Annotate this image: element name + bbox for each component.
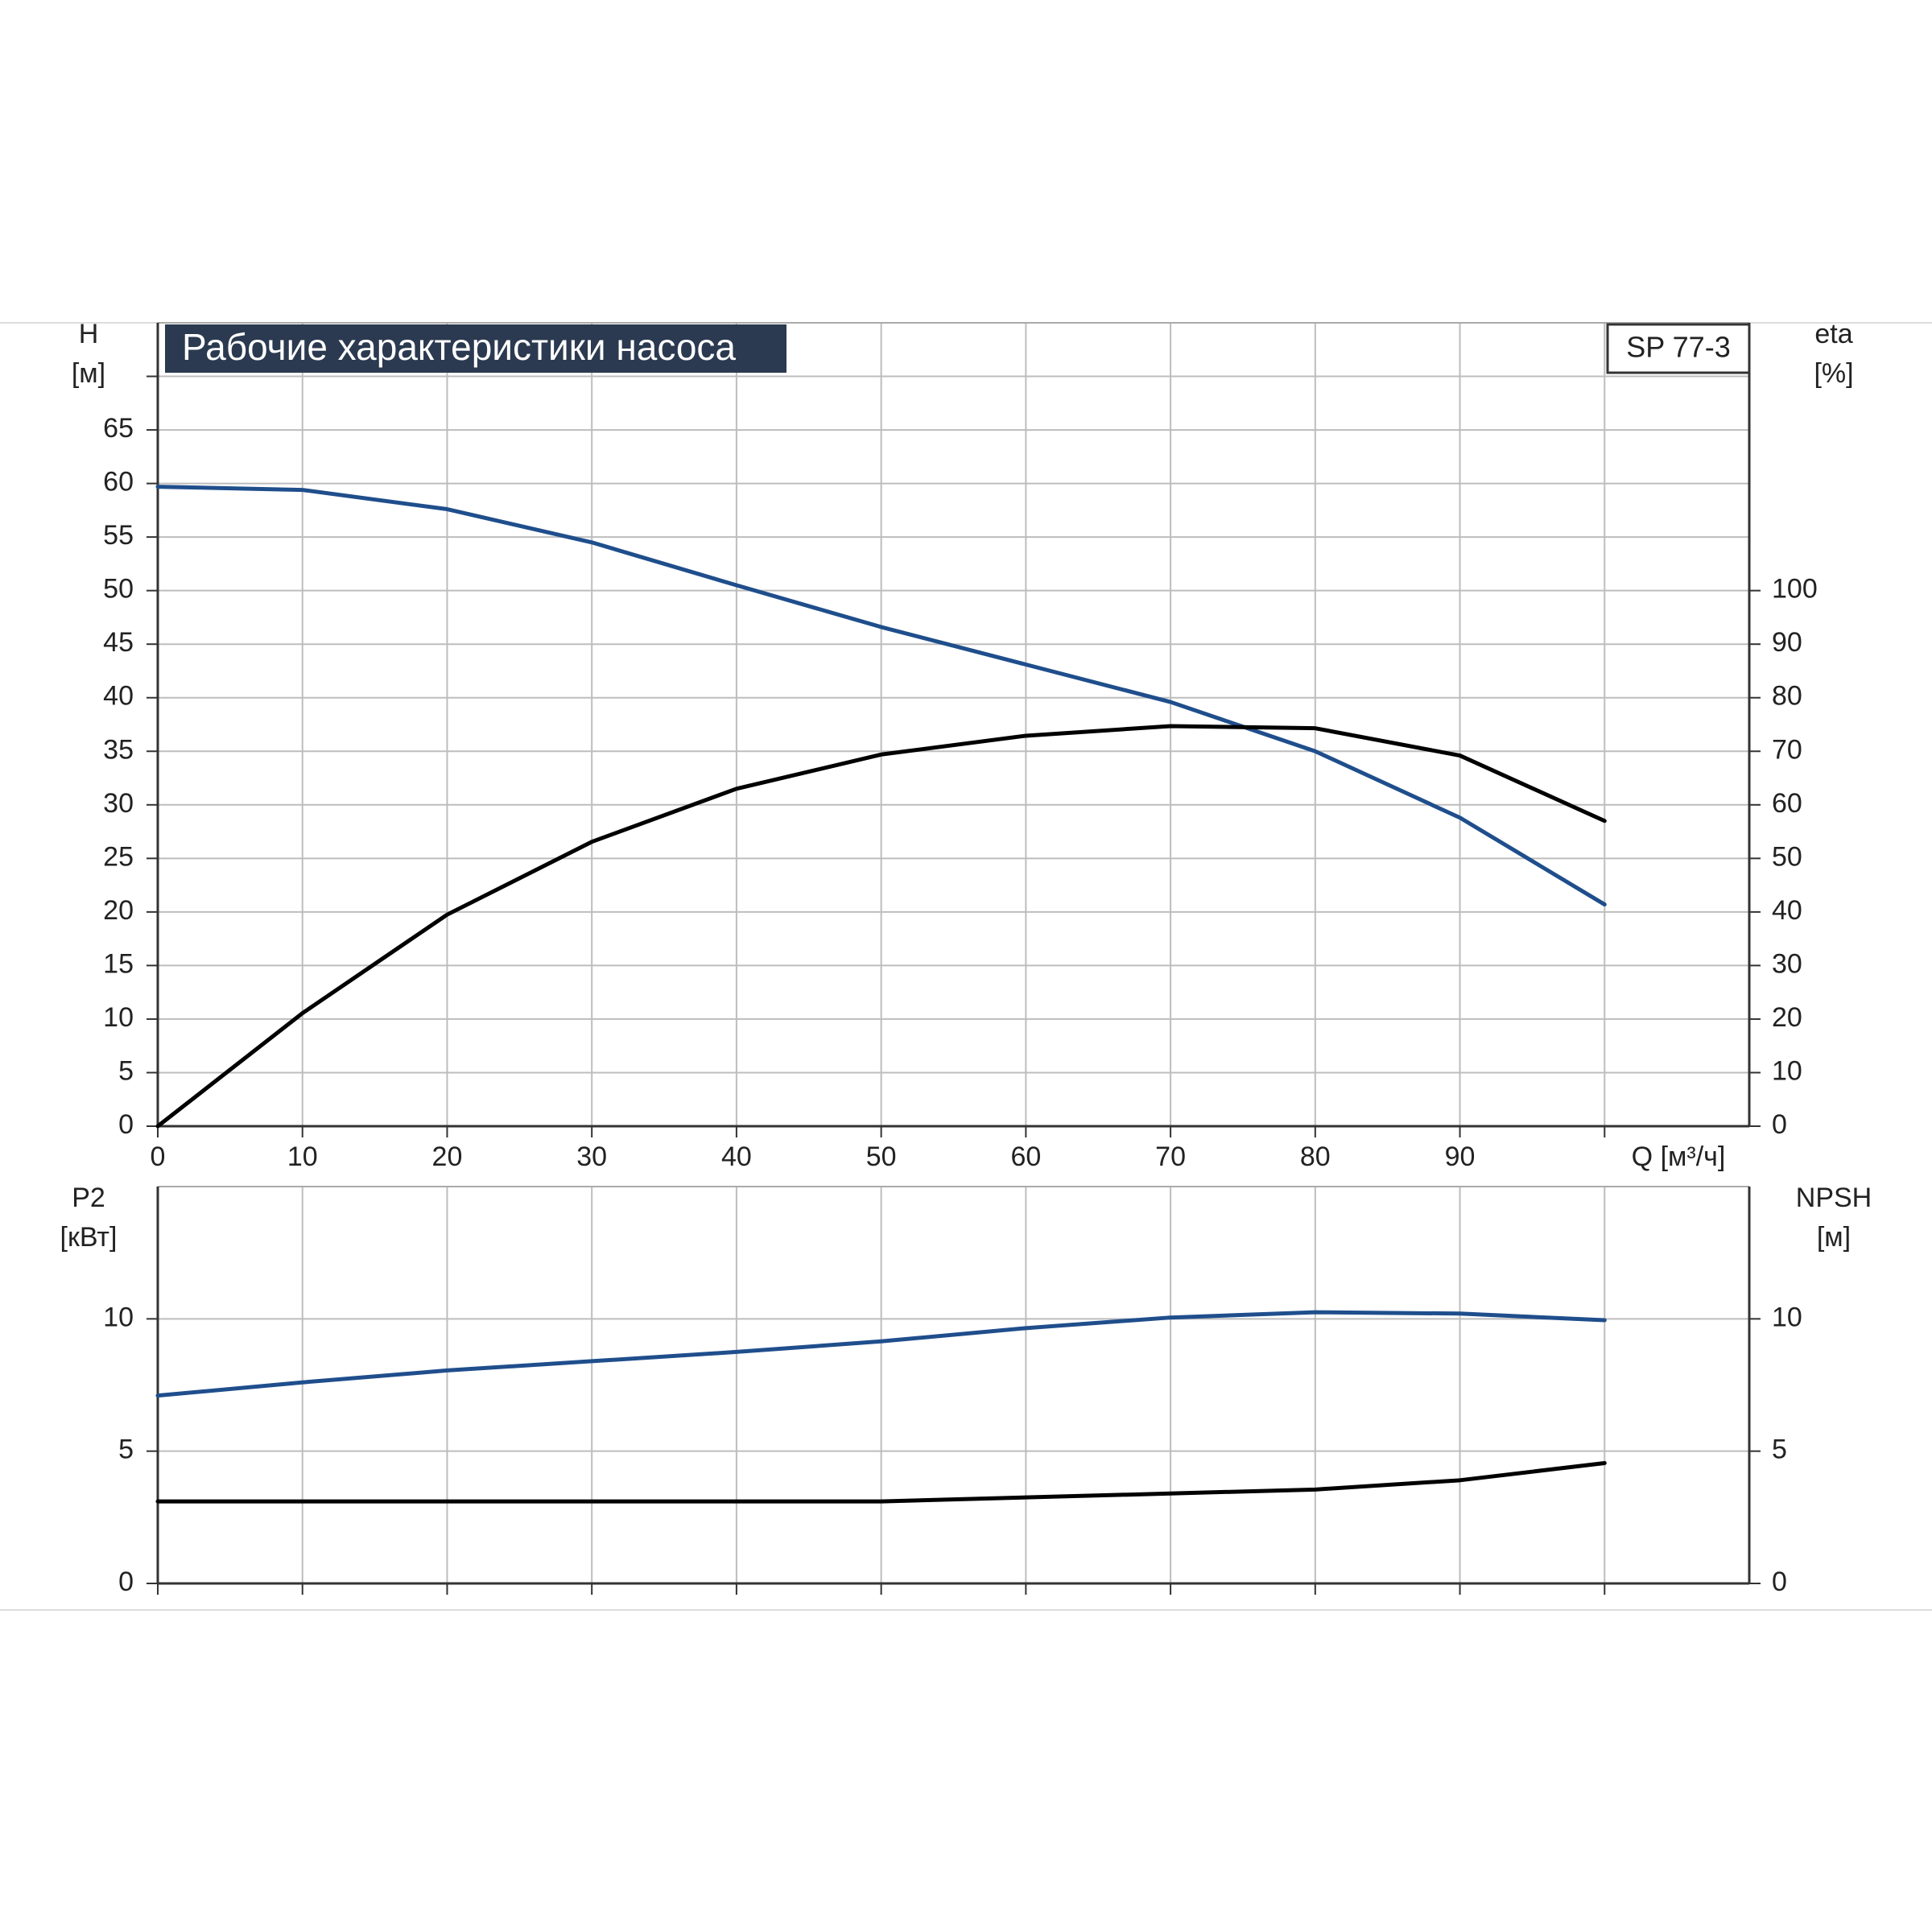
y2-tick-label: 50 <box>1772 841 1802 872</box>
y-axis-label: [м] <box>72 358 105 389</box>
y2-tick-label: 80 <box>1772 681 1802 712</box>
y2-tick-label: 90 <box>1772 627 1802 658</box>
label-box <box>1606 323 1751 374</box>
title-box <box>165 324 786 373</box>
x-tick-label: 30 <box>576 1141 607 1172</box>
x-tick-label: 50 <box>866 1141 897 1172</box>
y-tick-label: 65 <box>103 413 134 444</box>
y-tick-label: 10 <box>103 1002 134 1033</box>
y-axis-label: P2 <box>72 1183 105 1213</box>
series-line <box>155 724 1607 1129</box>
x-axis-label: Q [м³/ч] <box>1632 1141 1726 1172</box>
y2-tick-label: 5 <box>1772 1435 1787 1465</box>
series-line <box>155 1310 1607 1398</box>
y-tick-label: 20 <box>103 895 134 926</box>
y-tick-label: 0 <box>118 1567 134 1597</box>
y-tick-label: 60 <box>103 467 134 497</box>
y-tick-label: 55 <box>103 520 134 551</box>
x-tick-label: 10 <box>287 1141 318 1172</box>
y2-axis-label: [м] <box>1817 1222 1851 1253</box>
x-tick-label: 80 <box>1300 1141 1331 1172</box>
y-tick-label: 10 <box>103 1302 134 1332</box>
y-tick-label: 45 <box>103 627 134 658</box>
y2-axis-label: NPSH <box>1796 1183 1872 1213</box>
y2-tick-label: 20 <box>1772 1002 1802 1033</box>
chart-title: Рабочие характеристики насоса <box>182 326 736 368</box>
x-tick-label: 90 <box>1445 1141 1476 1172</box>
y2-tick-label: 10 <box>1772 1055 1802 1086</box>
x-tick-label: 0 <box>151 1141 166 1172</box>
y2-tick-label: 30 <box>1772 948 1802 979</box>
y-tick-label: 5 <box>118 1055 134 1086</box>
y2-axis-label: [%] <box>1814 358 1853 389</box>
series-line <box>155 1460 1607 1504</box>
y-tick-label: 50 <box>103 574 134 605</box>
x-tick-label: 20 <box>432 1141 463 1172</box>
y-tick-label: 35 <box>103 734 134 765</box>
y-tick-label: 40 <box>103 681 134 712</box>
x-tick-label: 40 <box>721 1141 752 1172</box>
y2-tick-label: 60 <box>1772 788 1802 819</box>
y-tick-label: 0 <box>118 1109 134 1140</box>
y2-axis-label: eta <box>1814 319 1852 349</box>
y2-tick-label: 0 <box>1772 1109 1787 1140</box>
y2-tick-label: 0 <box>1772 1567 1787 1597</box>
chart-label: SP 77-3 <box>1626 331 1730 364</box>
y-tick-label: 5 <box>118 1435 134 1465</box>
y2-tick-label: 100 <box>1772 574 1818 605</box>
series-line <box>155 485 1607 907</box>
x-tick-label: 70 <box>1155 1141 1186 1172</box>
y-axis-label: [кВт] <box>60 1222 118 1253</box>
y-axis-label: H <box>79 319 99 349</box>
y2-tick-label: 10 <box>1772 1302 1802 1332</box>
y-tick-label: 30 <box>103 788 134 819</box>
y2-tick-label: 70 <box>1772 734 1802 765</box>
y-tick-label: 15 <box>103 948 134 979</box>
y2-tick-label: 40 <box>1772 895 1802 926</box>
x-tick-label: 60 <box>1010 1141 1041 1172</box>
y-tick-label: 25 <box>103 841 134 872</box>
